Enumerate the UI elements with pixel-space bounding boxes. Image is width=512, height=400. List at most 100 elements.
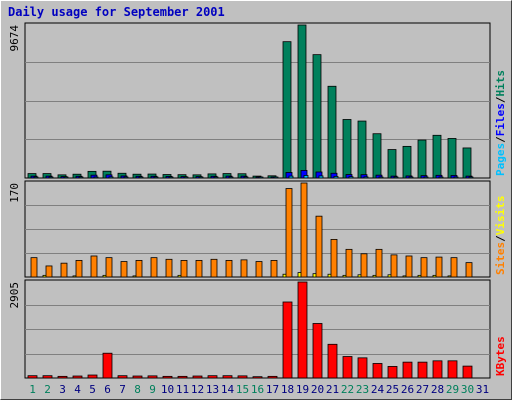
bar-pages <box>348 176 354 179</box>
bar-kbytes <box>267 375 278 379</box>
bar-pages <box>393 176 399 179</box>
y-axis-max-label: 170 <box>8 183 21 203</box>
legend-entry: Pages <box>494 143 507 176</box>
x-axis-labels: 1 2 3 4 5 6 7 8 9 10 11 12 13 14 15 16 17 18 19 20 21 22 23 24 2… <box>29 383 489 396</box>
legend-entry: / <box>494 136 507 143</box>
plot-area <box>24 22 491 179</box>
bar-kbytes <box>462 365 473 379</box>
bar-sites <box>240 259 248 278</box>
bar-pages <box>138 176 144 179</box>
bar-pages <box>258 176 264 179</box>
bar-kbytes <box>222 375 233 379</box>
bar-hits <box>357 120 367 179</box>
bar-sites <box>315 215 323 278</box>
bar-sites <box>300 182 308 278</box>
bar-sites <box>225 260 233 278</box>
bar-kbytes <box>372 363 383 379</box>
bar-hits <box>282 41 292 179</box>
x-tick-label: 15 <box>236 383 249 396</box>
chart-panel-3: 2905 KBytes <box>8 279 507 379</box>
bar-pages <box>33 176 39 179</box>
bar-sites <box>420 257 428 278</box>
bar-hits <box>432 134 442 179</box>
bar-pages <box>408 176 414 179</box>
bar-sites <box>30 257 38 278</box>
bar-sites <box>375 248 383 278</box>
bar-pages <box>273 176 279 179</box>
bar-pages <box>48 176 54 179</box>
x-tick-label: 9 <box>149 383 156 396</box>
bar-sites <box>150 257 158 278</box>
bar-kbytes <box>402 361 413 379</box>
bar-kbytes <box>192 375 203 379</box>
bar-hits <box>327 85 337 179</box>
bar-kbytes <box>357 357 368 379</box>
bar-sites <box>435 256 443 278</box>
y-axis-max-label: 9674 <box>8 25 21 52</box>
bar-sites <box>105 257 113 278</box>
bar-hits <box>297 24 307 179</box>
bar-sites <box>390 254 398 278</box>
bar-sites <box>90 255 98 278</box>
x-tick-label: 18 <box>281 383 294 396</box>
bar-sites <box>180 260 188 278</box>
legend-entry: Sites <box>494 242 507 275</box>
x-tick-label: 25 <box>386 383 399 396</box>
x-tick-label: 6 <box>104 383 111 396</box>
bar-pages <box>183 176 189 179</box>
x-tick-label: 26 <box>401 383 414 396</box>
bar-pages <box>243 176 249 179</box>
bar-pages <box>438 176 444 179</box>
bar-sites <box>270 260 278 278</box>
x-tick-label: 30 <box>461 383 474 396</box>
bar-pages <box>153 176 159 179</box>
bar-pages <box>228 176 234 179</box>
bar-hits <box>312 54 322 179</box>
bar-sites <box>210 258 218 278</box>
legend-entry: / <box>494 235 507 242</box>
bar-kbytes <box>42 375 53 379</box>
bar-pages <box>198 176 204 179</box>
chart-panels: 9674Pages/Files/Hits170Sites/Visits2905K… <box>8 22 507 379</box>
bar-sites <box>330 238 338 278</box>
bar-kbytes <box>27 375 38 379</box>
bar-kbytes <box>417 361 428 379</box>
x-tick-label: 21 <box>326 383 339 396</box>
bar-kbytes <box>447 360 458 379</box>
y-axis-max-label: 2905 <box>8 282 21 309</box>
bar-pages <box>318 175 324 179</box>
bar-kbytes <box>252 376 263 379</box>
series-pages <box>33 175 474 179</box>
x-tick-label: 20 <box>311 383 324 396</box>
bar-sites <box>465 262 473 278</box>
x-tick-label: 27 <box>416 383 429 396</box>
x-tick-label: 24 <box>371 383 385 396</box>
bar-kbytes <box>132 375 143 379</box>
bar-kbytes <box>162 375 173 379</box>
bar-pages <box>363 176 369 179</box>
bar-kbytes <box>147 375 158 379</box>
bar-pages <box>93 176 99 179</box>
x-tick-label: 8 <box>134 383 141 396</box>
legend: KBytes <box>494 336 507 376</box>
x-tick-label: 23 <box>356 383 369 396</box>
legend-entry: / <box>494 96 507 103</box>
x-tick-label: 14 <box>221 383 235 396</box>
bar-pages <box>423 176 429 179</box>
x-tick-label: 19 <box>296 383 309 396</box>
bar-pages <box>78 176 84 179</box>
x-tick-label: 11 <box>176 383 189 396</box>
bar-sites <box>450 257 458 278</box>
bar-pages <box>453 176 459 179</box>
bar-hits <box>462 147 472 179</box>
bar-pages <box>123 176 129 179</box>
x-tick-label: 31 <box>476 383 489 396</box>
bar-hits <box>372 133 382 179</box>
bar-pages <box>333 176 339 179</box>
x-tick-label: 10 <box>161 383 174 396</box>
bar-kbytes <box>387 366 398 379</box>
bar-kbytes <box>312 323 323 379</box>
bar-kbytes <box>327 343 338 379</box>
